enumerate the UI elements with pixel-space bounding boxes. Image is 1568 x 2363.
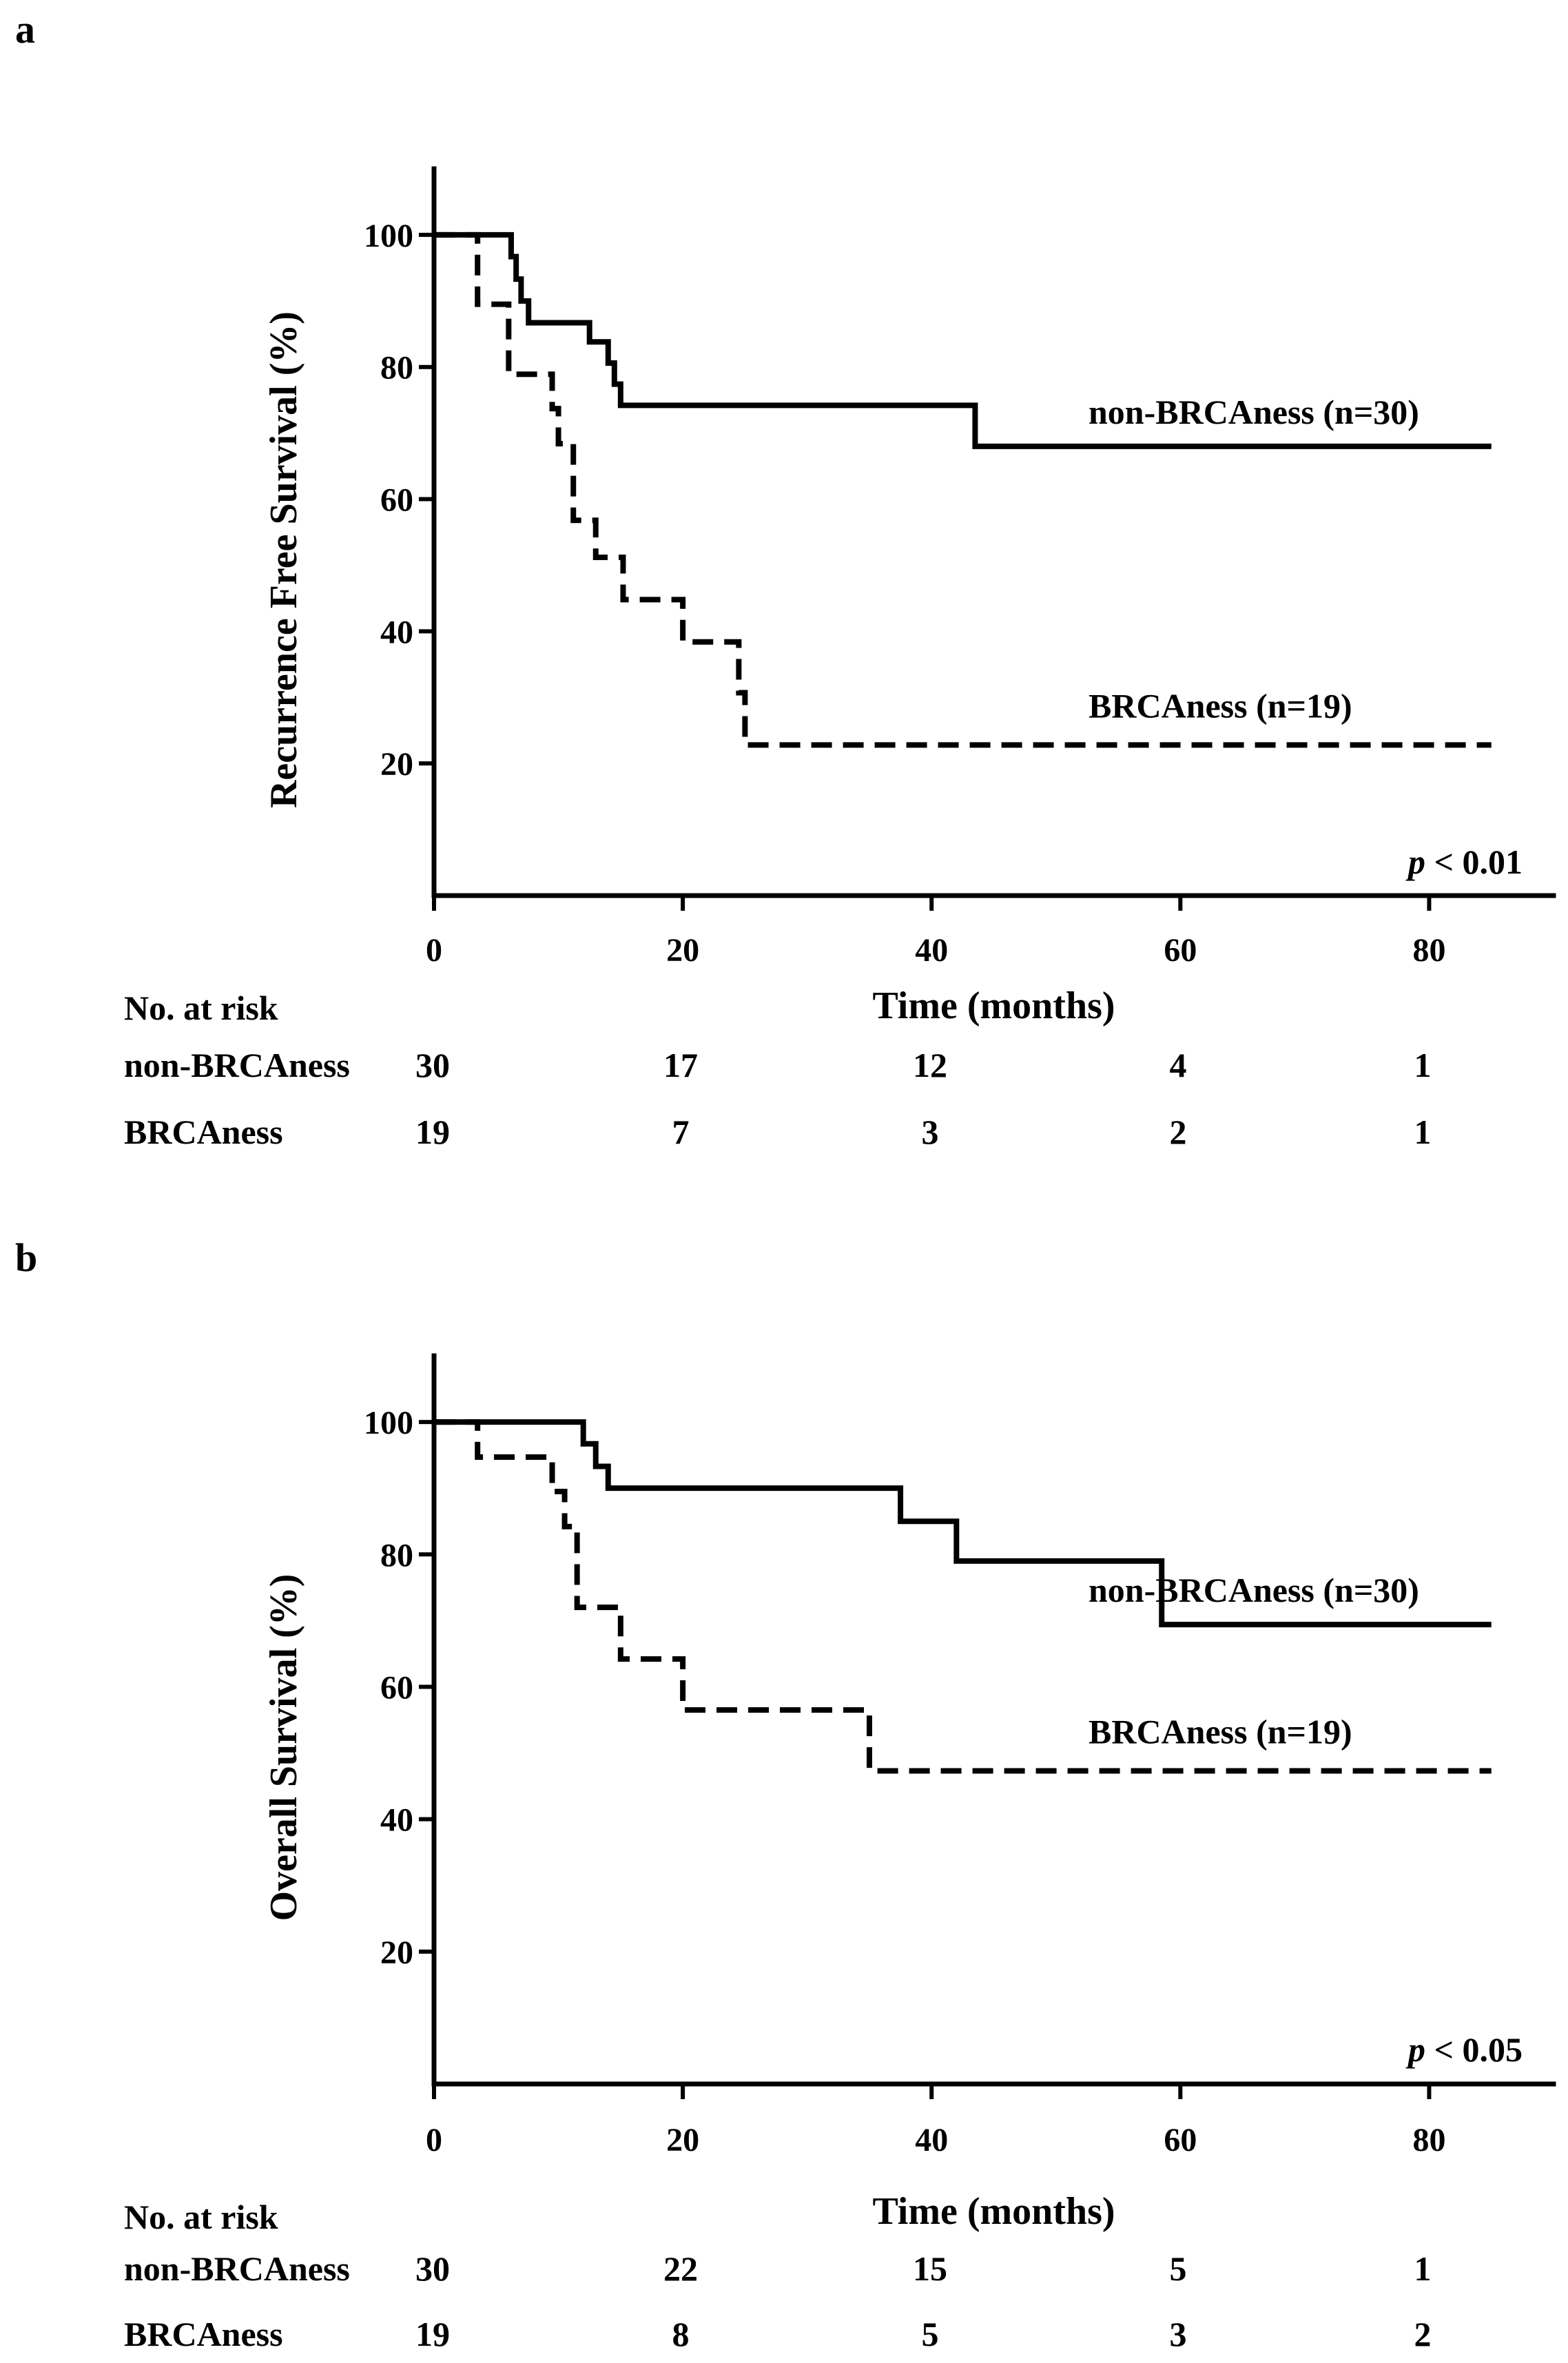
x-tick-label: 60 bbox=[1164, 2122, 1197, 2158]
p-value-text: < 0.05 bbox=[1425, 2030, 1523, 2069]
risk-table-header: No. at risk bbox=[124, 2198, 278, 2236]
risk-value: 1 bbox=[1414, 2249, 1432, 2288]
risk-value: 30 bbox=[415, 1046, 450, 1084]
survival-curve-non-brcaness bbox=[434, 1419, 1492, 1628]
x-tick-label: 80 bbox=[1412, 2122, 1445, 2158]
risk-value: 4 bbox=[1170, 1046, 1187, 1084]
x-axis-title: Time (months) bbox=[872, 2190, 1115, 2233]
risk-value: 5 bbox=[1170, 2249, 1187, 2288]
x-tick-label: 60 bbox=[1164, 932, 1197, 969]
risk-value: 15 bbox=[913, 2249, 947, 2288]
risk-value: 2 bbox=[1414, 2315, 1432, 2353]
y-tick-label: 60 bbox=[380, 1669, 413, 1706]
risk-value: 1 bbox=[1414, 1046, 1432, 1084]
risk-value: 12 bbox=[913, 1046, 947, 1084]
risk-value: 1 bbox=[1414, 1113, 1432, 1151]
x-tick-label: 20 bbox=[666, 932, 699, 969]
y-tick-label: 80 bbox=[380, 1537, 413, 1573]
curve-label-non-brcaness: non-BRCAness (n=30) bbox=[1089, 393, 1419, 431]
y-tick-label: 60 bbox=[380, 482, 413, 519]
y-axis-title: Recurrence Free Survival (%) bbox=[262, 311, 305, 808]
risk-value: 30 bbox=[415, 2249, 450, 2288]
y-tick-label: 100 bbox=[364, 1405, 413, 1441]
curve-label-brcaness: BRCAness (n=19) bbox=[1089, 1712, 1352, 1751]
risk-value: 7 bbox=[672, 1113, 690, 1151]
risk-value: 3 bbox=[1170, 2315, 1187, 2353]
risk-row-label: non-BRCAness bbox=[124, 1046, 350, 1084]
panel-b: b 20 40 60 80 100 0 20 40 60 80 Overall Survival (%… bbox=[15, 1235, 1556, 2353]
y-tick-label: 80 bbox=[380, 350, 413, 386]
curve-label-non-brcaness: non-BRCAness (n=30) bbox=[1089, 1571, 1419, 1609]
y-tick-label: 20 bbox=[380, 1934, 413, 1971]
y-tick-label: 40 bbox=[380, 1802, 413, 1839]
risk-row-label: BRCAness bbox=[124, 2315, 283, 2353]
x-axis-title: Time (months) bbox=[872, 984, 1115, 1027]
risk-value: 22 bbox=[663, 2249, 698, 2288]
x-tick-label: 40 bbox=[915, 2122, 948, 2158]
y-tick-label: 40 bbox=[380, 614, 413, 650]
x-tick-label: 40 bbox=[915, 932, 948, 969]
risk-value: 2 bbox=[1170, 1113, 1187, 1151]
panel-label: a bbox=[15, 7, 35, 52]
panel-a: a 20 40 60 80 100 0 20 40 60 80 Recurrence Free Sur… bbox=[15, 7, 1556, 1151]
survival-curve-non-brcaness bbox=[434, 231, 1492, 449]
curve-label-brcaness: BRCAness (n=19) bbox=[1089, 686, 1352, 725]
risk-value: 3 bbox=[922, 1113, 939, 1151]
p-value-text: < 0.01 bbox=[1425, 843, 1523, 881]
p-value-symbol: p bbox=[1405, 843, 1425, 881]
y-axis-title: Overall Survival (%) bbox=[262, 1574, 305, 1921]
risk-value: 19 bbox=[415, 2315, 450, 2353]
x-tick-label: 80 bbox=[1412, 932, 1445, 969]
survival-curve-brcaness bbox=[434, 1419, 1492, 1774]
y-tick-label: 20 bbox=[380, 746, 413, 783]
risk-value: 5 bbox=[922, 2315, 939, 2353]
x-tick-label: 20 bbox=[666, 2122, 699, 2158]
y-tick-label: 100 bbox=[364, 218, 413, 254]
risk-row-label: BRCAness bbox=[124, 1113, 283, 1151]
risk-value: 19 bbox=[415, 1113, 450, 1151]
risk-value: 8 bbox=[672, 2315, 690, 2353]
x-tick-label: 0 bbox=[426, 2122, 442, 2158]
p-value: p < 0.01 bbox=[1405, 843, 1523, 881]
panel-label: b bbox=[15, 1235, 37, 1280]
risk-value: 17 bbox=[663, 1046, 698, 1084]
x-tick-label: 0 bbox=[426, 932, 442, 969]
risk-row-label: non-BRCAness bbox=[124, 2249, 350, 2288]
p-value: p < 0.05 bbox=[1405, 2030, 1523, 2069]
survival-curve-brcaness bbox=[434, 231, 1492, 748]
risk-table-header: No. at risk bbox=[124, 989, 278, 1027]
p-value-symbol: p bbox=[1405, 2030, 1425, 2069]
